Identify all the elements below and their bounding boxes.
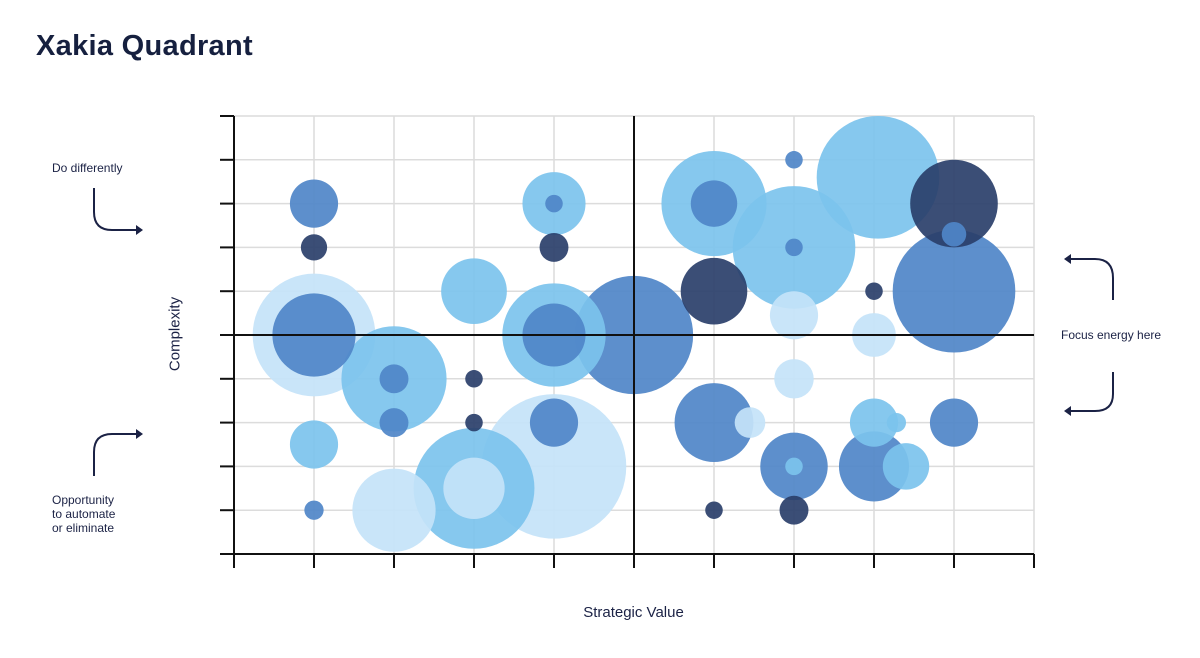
bubble-point (529, 398, 579, 447)
curved-arrow-right-up-icon (93, 429, 143, 476)
bubble-point (674, 383, 754, 463)
bubble-point (443, 457, 505, 519)
bubble-point (379, 408, 409, 438)
annotation-opportunity-line-2: to automate (52, 507, 116, 521)
bubble-point (379, 364, 409, 394)
y-axis-label: Complexity (166, 296, 184, 372)
bubble-point (300, 234, 328, 261)
annotation-opportunity-line-1: Opportunity (52, 493, 115, 507)
curved-arrow-right-icon (93, 188, 143, 235)
bubbles (252, 116, 1016, 552)
bubble-point (785, 238, 803, 257)
annotation-opportunity-line-3: or eliminate (52, 521, 115, 535)
annotation-opportunity: Opportunity to automate or eliminate (52, 493, 115, 535)
bubble-point (785, 151, 803, 169)
bubble-point (816, 116, 940, 239)
bubble-point (680, 257, 748, 325)
bubble-point (929, 398, 979, 447)
curved-arrow-left-down-icon (1064, 372, 1114, 416)
bubble-point (849, 398, 899, 447)
curved-arrow-left-icon (1064, 254, 1114, 300)
axes (220, 115, 1035, 568)
bubble-point (545, 194, 563, 213)
bubble-point (941, 221, 967, 247)
page-title: Xakia Quadrant (36, 30, 253, 62)
bubble-point (865, 282, 883, 300)
bubble-point (539, 232, 569, 262)
bubble-point (352, 468, 436, 552)
bubble-point (289, 179, 339, 228)
bubble-point (774, 359, 814, 399)
annotation-do-differently: Do differently (52, 161, 123, 175)
x-axis-label: Strategic Value (583, 604, 684, 621)
bubble-point (690, 180, 738, 227)
bubble-point (705, 501, 723, 519)
bubble-point (734, 407, 766, 438)
annotation-focus-energy: Focus energy here (1061, 328, 1162, 342)
bubble-point (779, 495, 809, 525)
bubble-point (304, 500, 324, 520)
bubble-point (882, 443, 930, 490)
bubble-point (465, 370, 483, 388)
bubble-point (892, 229, 1016, 353)
bubble-point (910, 159, 998, 248)
bubble-point (465, 413, 483, 432)
bubble-point (785, 457, 803, 476)
bubble-point (886, 412, 907, 433)
bubble-point (769, 291, 819, 340)
bubble-point (441, 258, 507, 325)
bubble-point (289, 420, 339, 469)
